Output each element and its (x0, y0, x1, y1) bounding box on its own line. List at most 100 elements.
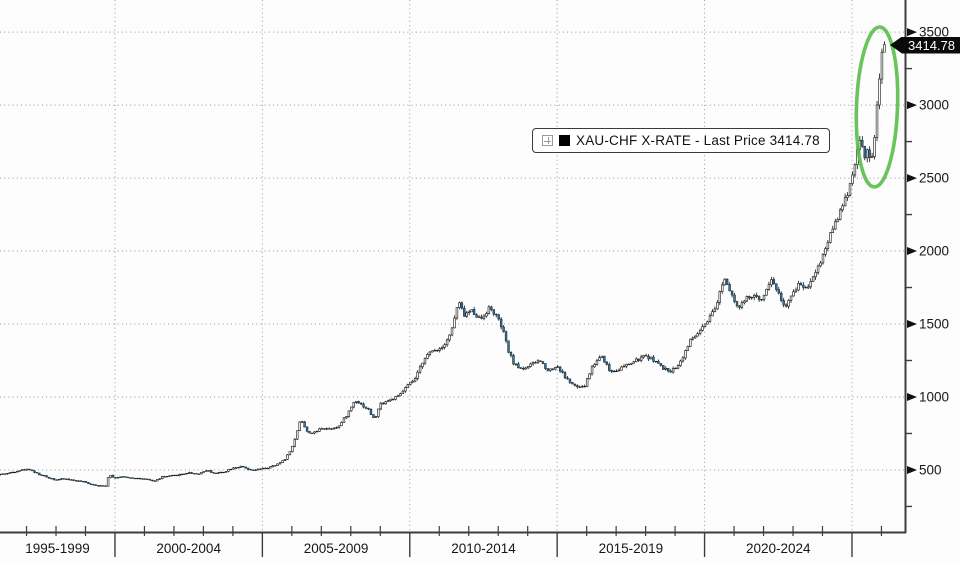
series-color-swatch (559, 135, 570, 146)
candle-down (644, 355, 648, 357)
candle-up (320, 428, 324, 430)
candle-up (438, 348, 441, 351)
candle-down (480, 316, 483, 319)
candle-up (25, 468, 29, 471)
candle-up (448, 334, 451, 341)
candle-up (65, 478, 68, 480)
candlestick-series (0, 41, 886, 487)
candle-down (777, 289, 780, 294)
candle-down (391, 398, 395, 400)
legend-box[interactable]: XAU-CHF X-RATE - Last Price 3414.78 (532, 128, 830, 153)
candle-down (603, 355, 606, 363)
candle-down (330, 428, 333, 430)
candle-down (52, 478, 56, 481)
candle-up (617, 369, 621, 372)
candle-down (212, 472, 215, 474)
candle-down (259, 468, 262, 470)
candle-down (499, 318, 503, 328)
candle-down (55, 479, 58, 481)
candle-down (43, 474, 46, 477)
candle-down (101, 485, 105, 487)
candle-up (716, 302, 719, 310)
candle-up (185, 473, 188, 475)
candle-down (45, 475, 48, 478)
candle-up (750, 296, 753, 299)
candle-down (264, 467, 267, 470)
candle-up (224, 471, 228, 473)
candle-down (558, 366, 562, 372)
candle-up (642, 355, 645, 358)
candle-up (691, 337, 694, 340)
candle-up (740, 302, 744, 308)
candle-down (124, 476, 127, 478)
candle-up (821, 254, 825, 264)
candle-down (364, 406, 368, 409)
candle-up (880, 51, 884, 80)
candle-up (834, 221, 837, 230)
candle-up (846, 195, 849, 198)
candle-down (780, 292, 783, 301)
candle-down (551, 368, 554, 370)
candle-up (183, 473, 186, 475)
candle-up (237, 467, 240, 469)
candle-up (711, 311, 714, 317)
candle-up (18, 470, 21, 472)
last-price-tag: 3414.78 (890, 36, 960, 54)
candle-up (482, 315, 486, 319)
candle-up (389, 398, 392, 402)
y-axis-tick-arrow-icon (907, 465, 917, 474)
candle-up (826, 242, 830, 249)
candle-down (863, 145, 866, 159)
candle-up (239, 465, 242, 468)
candle-up (421, 362, 424, 368)
candle-down (143, 478, 147, 480)
candle-down (517, 363, 520, 369)
candle-down (151, 479, 154, 482)
candle-down (563, 372, 567, 379)
candle-down (490, 306, 493, 310)
y-axis-tick-label: 1000 (919, 389, 949, 404)
candle-up (205, 470, 208, 472)
candle-up (426, 354, 429, 359)
candle-up (811, 276, 815, 282)
candle-down (89, 483, 93, 485)
candle-down (772, 279, 776, 284)
candle-down (573, 383, 577, 386)
candle-up (455, 307, 459, 319)
candle-up (794, 289, 798, 293)
legend-expand-icon[interactable] (542, 135, 553, 146)
candle-up (291, 445, 294, 452)
candle-up (401, 390, 405, 394)
candle-up (708, 315, 712, 322)
candle-up (445, 339, 449, 346)
candle-down (659, 363, 663, 366)
candle-up (423, 358, 427, 364)
candle-down (79, 480, 83, 482)
last-price-value: 3414.78 (908, 37, 955, 53)
axes: 500 1000 1500 2000 2500 3000 3500 1995-1999 2000… (0, 0, 949, 557)
candle-down (35, 472, 39, 474)
candle-up (873, 137, 876, 157)
candle-up (318, 428, 321, 432)
candle-up (588, 373, 591, 380)
candle-up (485, 313, 488, 317)
candle-up (406, 384, 410, 388)
candle-up (531, 362, 535, 365)
candle-up (701, 326, 704, 331)
candle-down (357, 401, 360, 404)
candle-up (718, 291, 722, 303)
candle-up (411, 380, 414, 383)
candle-up (639, 356, 643, 361)
candle-up (229, 468, 233, 471)
candle-down (47, 476, 51, 479)
y-axis-tick-arrow-icon (907, 320, 917, 329)
candle-down (733, 294, 736, 302)
candle-up (332, 427, 336, 430)
candle-down (799, 283, 803, 286)
y-axis-tick-label: 2500 (919, 171, 949, 186)
candle-up (878, 78, 881, 106)
candle-down (92, 484, 95, 486)
candle-up (789, 295, 793, 301)
